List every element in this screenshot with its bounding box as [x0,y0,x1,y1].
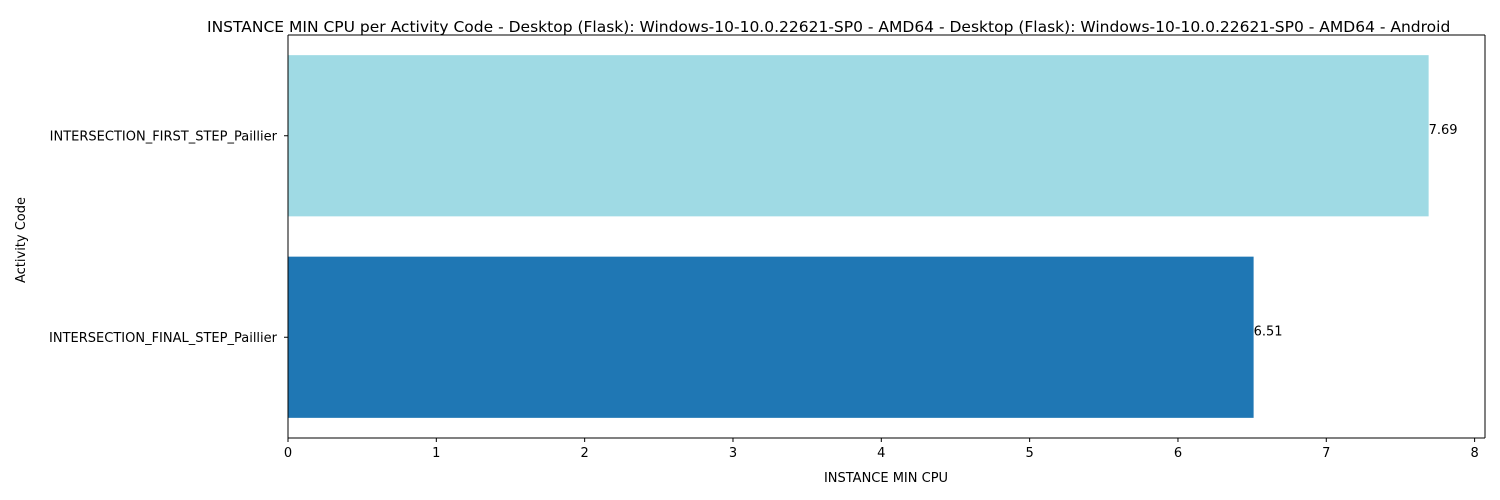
y-tick-label: INTERSECTION_FINAL_STEP_Paillier [49,331,278,346]
bar-value-label: 6.51 [1254,324,1283,339]
x-tick-label: 8 [1470,446,1478,461]
x-axis-label: INSTANCE MIN CPU [824,471,948,486]
x-tick-label: 2 [581,446,589,461]
y-axis-label: Activity Code [14,197,29,283]
x-tick-label: 3 [729,446,737,461]
x-tick-label: 1 [432,446,440,461]
x-tick-label: 7 [1322,446,1330,461]
chart-title: INSTANCE MIN CPU per Activity Code - Des… [207,18,1450,36]
y-tick-label: INTERSECTION_FIRST_STEP_Paillier [50,129,278,144]
bar-intersection-final-step-paillier [288,256,1254,418]
axes [287,34,1486,439]
bar-intersection-first-step-paillier [288,55,1429,217]
x-tick-label: 5 [1025,446,1033,461]
y-ticks: INTERSECTION_FIRST_STEP_Paillier INTERSEC… [49,129,288,346]
bar-value-label: 7.69 [1429,123,1458,138]
x-tick-label: 4 [877,446,885,461]
x-tick-label: 6 [1174,446,1182,461]
x-ticks: 0 1 2 3 4 5 6 7 8 [284,438,1479,461]
x-tick-label: 0 [284,446,292,461]
bars: 7.69 6.51 [288,55,1458,418]
